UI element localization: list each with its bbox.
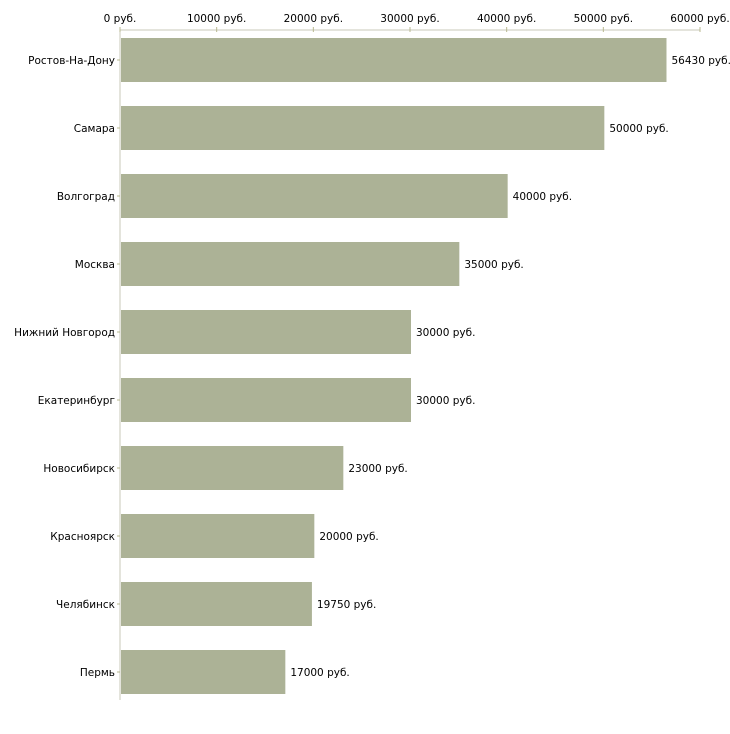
bar: [121, 310, 411, 354]
category-label: Самара: [74, 123, 115, 135]
data-label: 23000 руб.: [348, 463, 407, 475]
bar: [121, 446, 344, 490]
category-label: Екатеринбург: [38, 395, 115, 407]
data-label: 19750 руб.: [317, 599, 376, 611]
x-tick-label: 0 руб.: [104, 13, 137, 25]
data-label: 50000 руб.: [609, 123, 668, 135]
data-label: 20000 руб.: [319, 531, 378, 543]
x-tick-label: 40000 руб.: [477, 13, 536, 25]
category-label: Новосибирск: [43, 463, 115, 475]
bar: [121, 106, 605, 150]
category-label: Пермь: [80, 667, 115, 679]
bar: [121, 378, 411, 422]
category-label: Челябинск: [56, 599, 115, 611]
category-label: Волгоград: [57, 191, 115, 203]
bar: [121, 582, 312, 626]
data-label: 35000 руб.: [464, 259, 523, 271]
bar: [121, 174, 508, 218]
x-tick-label: 60000 руб.: [670, 13, 729, 25]
data-label: 30000 руб.: [416, 327, 475, 339]
bar: [121, 650, 286, 694]
data-label: 17000 руб.: [290, 667, 349, 679]
category-label: Красноярск: [50, 531, 115, 543]
data-label: 40000 руб.: [513, 191, 572, 203]
bar: [121, 514, 315, 558]
data-label: 30000 руб.: [416, 395, 475, 407]
x-tick-label: 30000 руб.: [380, 13, 439, 25]
x-tick-label: 10000 руб.: [187, 13, 246, 25]
category-label: Ростов-На-Дону: [28, 55, 115, 67]
x-tick-label: 20000 руб.: [284, 13, 343, 25]
x-tick-label: 50000 руб.: [574, 13, 633, 25]
category-label: Нижний Новгород: [14, 327, 115, 339]
category-label: Москва: [75, 259, 115, 271]
bar: [121, 242, 460, 286]
data-label: 56430 руб.: [671, 55, 730, 67]
bar: [121, 38, 667, 82]
